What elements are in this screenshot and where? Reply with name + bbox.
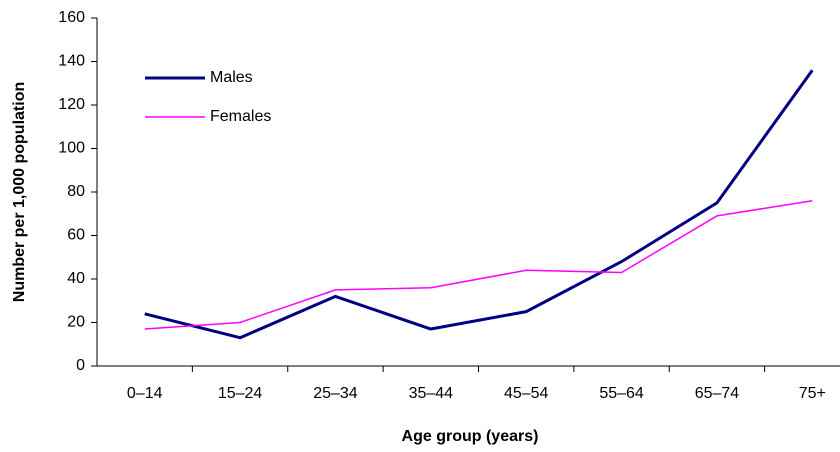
y-tick-label: 60 (67, 227, 85, 244)
y-tick-label: 120 (58, 96, 85, 113)
x-tick-label: 65–74 (695, 385, 740, 402)
series-line (144, 199, 813, 330)
y-tick-label: 0 (76, 357, 85, 374)
x-axis-title: Age group (years) (402, 428, 539, 445)
x-tick-label: 55–64 (599, 385, 644, 402)
x-tick-label: 15–24 (218, 385, 263, 402)
y-tick-label: 40 (67, 270, 85, 287)
series-line (144, 69, 814, 340)
x-tick-label: 75+ (799, 385, 826, 402)
x-tick-label: 35–44 (409, 385, 454, 402)
y-tick-label: 140 (58, 53, 85, 70)
legend-label: Females (210, 108, 271, 125)
x-tick-label: 25–34 (313, 385, 358, 402)
x-tick-label: 45–54 (504, 385, 549, 402)
y-tick-label: 20 (67, 314, 85, 331)
legend-label: Males (210, 69, 253, 86)
y-tick-label: 160 (58, 9, 85, 26)
y-axis-title: Number per 1,000 population (11, 82, 28, 302)
x-tick-label: 0–14 (127, 385, 163, 402)
y-tick-label: 80 (67, 183, 85, 200)
y-tick-label: 100 (58, 140, 85, 157)
